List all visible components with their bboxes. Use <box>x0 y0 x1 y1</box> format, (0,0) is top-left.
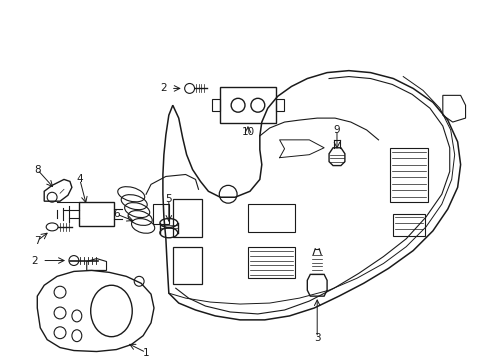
Bar <box>153 204 168 224</box>
Text: 4: 4 <box>76 175 83 184</box>
Text: 5: 5 <box>165 194 172 204</box>
Text: 10: 10 <box>241 127 254 137</box>
Text: 9: 9 <box>333 125 340 135</box>
Text: 2: 2 <box>160 84 167 94</box>
Bar <box>247 204 295 232</box>
Text: 2: 2 <box>31 256 38 266</box>
Text: 1: 1 <box>142 347 149 357</box>
Text: 3: 3 <box>313 333 320 343</box>
Text: 6: 6 <box>113 209 120 219</box>
Bar <box>172 247 202 284</box>
Bar <box>212 99 220 111</box>
Bar <box>389 148 427 202</box>
Text: 8: 8 <box>34 165 41 175</box>
Bar <box>392 214 424 236</box>
Bar <box>172 199 202 237</box>
Bar <box>220 87 275 123</box>
Bar <box>247 247 295 278</box>
Text: 7: 7 <box>34 236 41 246</box>
Bar <box>79 202 114 226</box>
Bar <box>275 99 283 111</box>
